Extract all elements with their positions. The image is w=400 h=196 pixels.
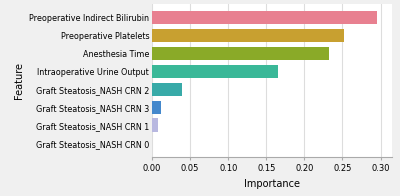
Bar — [152, 83, 182, 96]
Bar — [152, 65, 278, 78]
Bar — [152, 118, 158, 132]
Bar — [152, 29, 344, 42]
Bar — [152, 47, 329, 60]
Y-axis label: Feature: Feature — [14, 62, 24, 99]
X-axis label: Importance: Importance — [244, 179, 300, 189]
Bar — [152, 101, 161, 114]
Bar — [152, 11, 377, 24]
